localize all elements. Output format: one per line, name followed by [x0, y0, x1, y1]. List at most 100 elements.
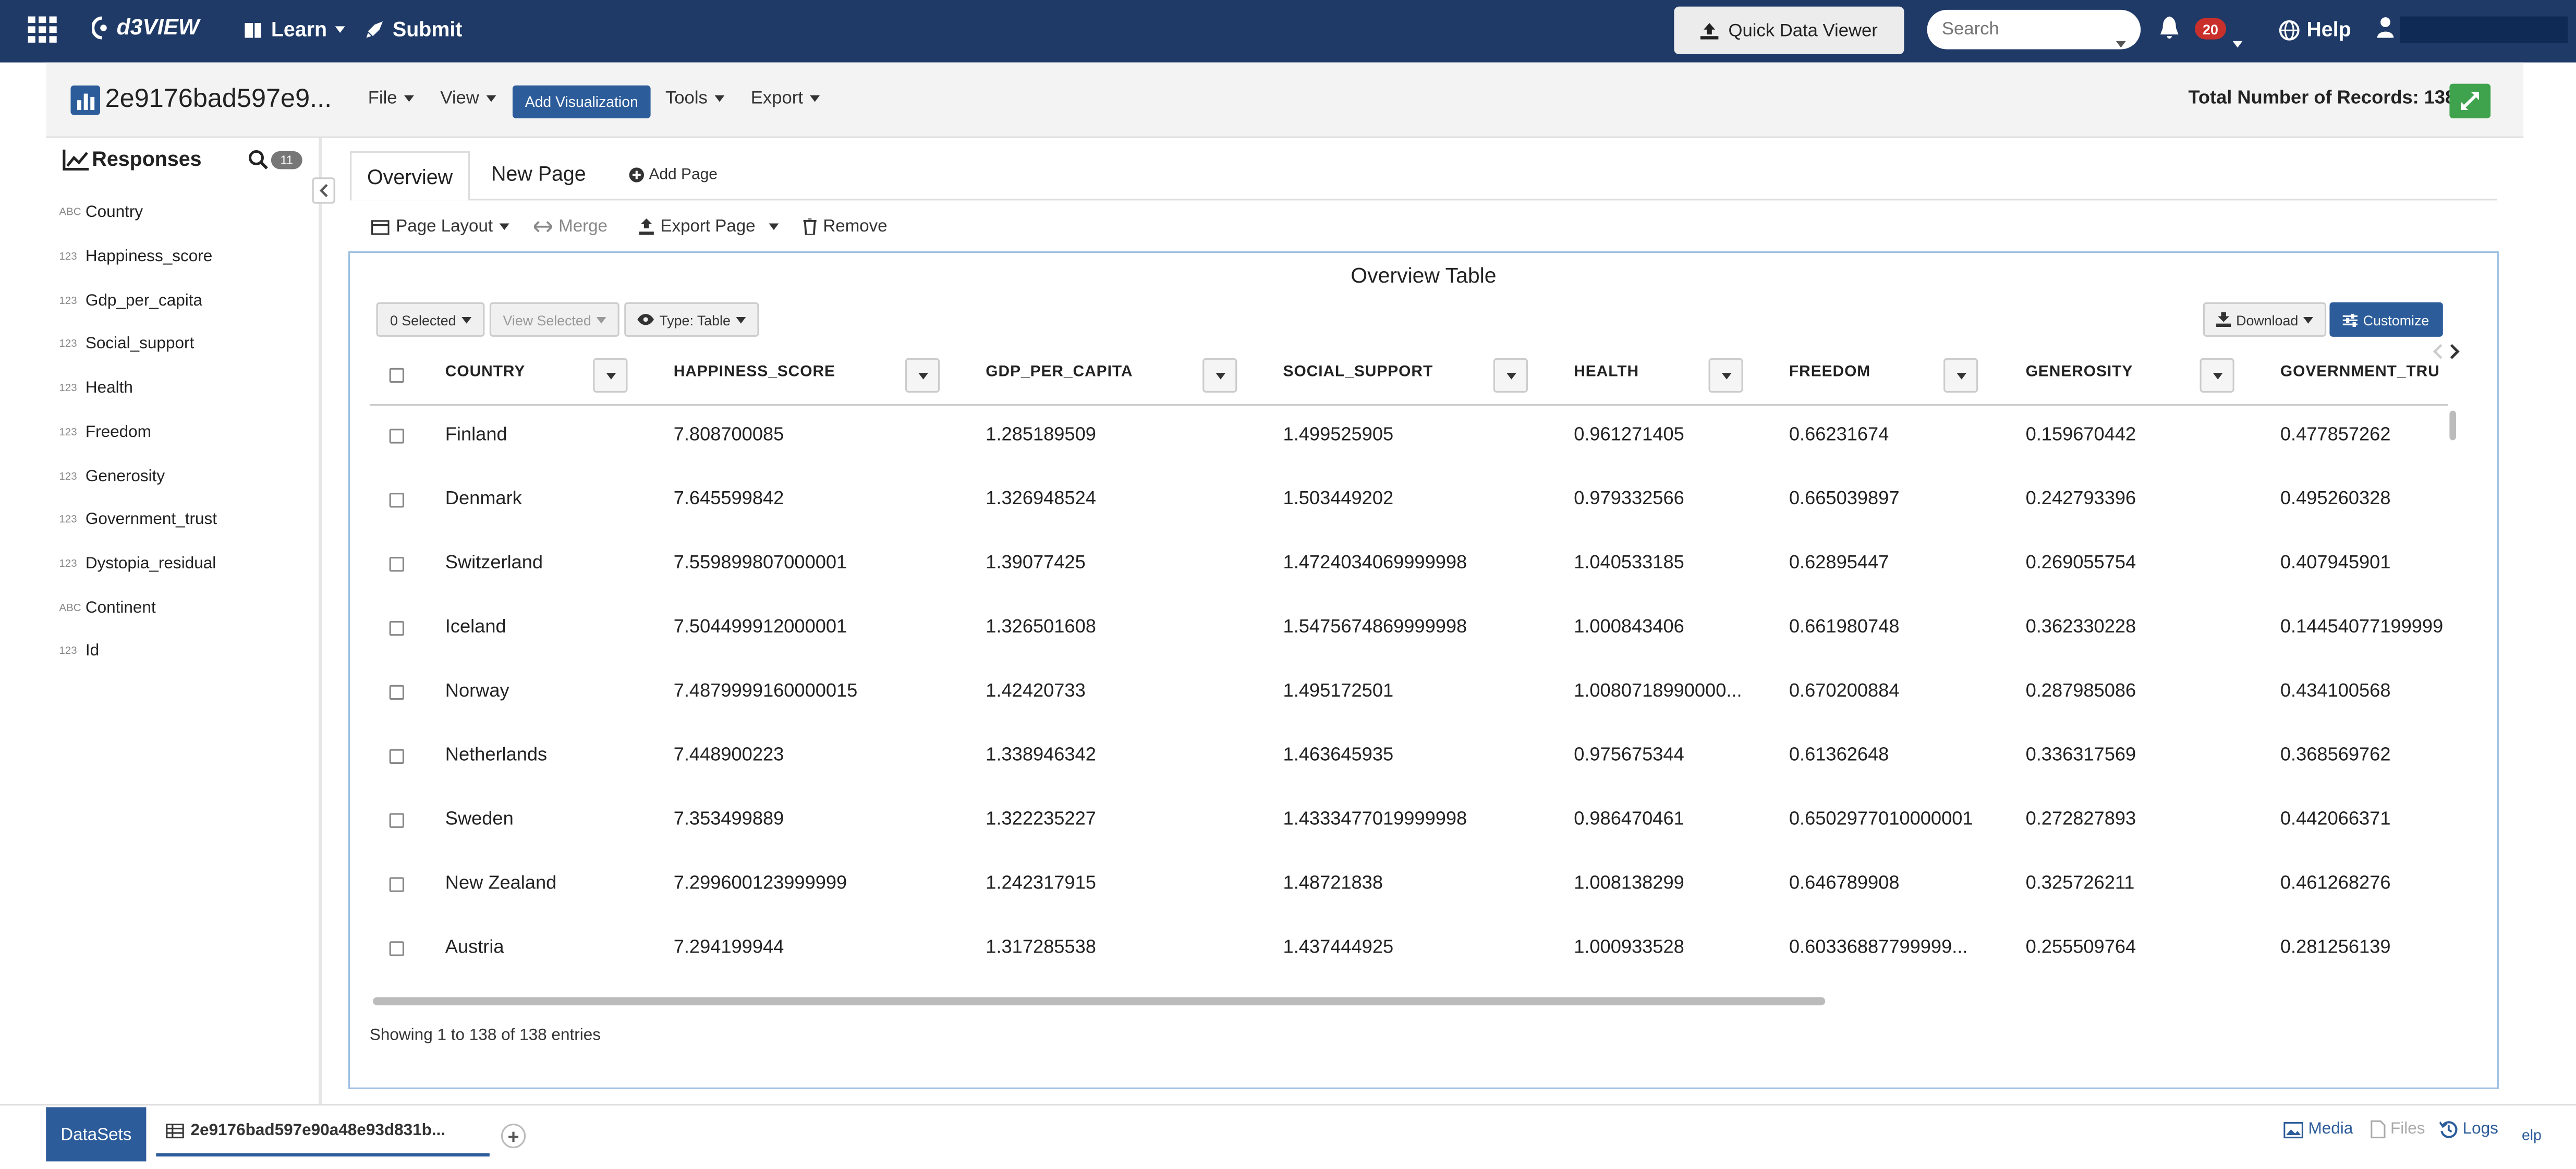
caret-down-icon	[1214, 372, 1225, 379]
sidebar-field[interactable]: ABC Continent	[59, 600, 155, 618]
tools-menu[interactable]: Tools	[665, 89, 724, 108]
apps-grid-icon[interactable]	[28, 16, 58, 43]
files-link[interactable]: Files	[2371, 1120, 2425, 1139]
column-header-government-trust[interactable]: GOVERNMENT_TRU	[2280, 363, 2440, 381]
expand-button[interactable]	[2449, 83, 2491, 118]
search-dropdown-icon[interactable]	[2116, 26, 2126, 56]
tab-new-page[interactable]: New Page	[491, 163, 586, 186]
row-checkbox[interactable]	[389, 557, 405, 572]
table-row[interactable]: Sweden 7.353499889 1.322235227 1.4333477…	[370, 792, 2448, 851]
table-row[interactable]: Norway 7.4879999160000015 1.42420733 1.4…	[370, 664, 2448, 723]
sidebar-field[interactable]: 123 Gdp_per_capita	[59, 293, 202, 311]
sidebar-field[interactable]: ABC Country	[59, 204, 143, 222]
sidebar-field[interactable]: 123 Id	[59, 642, 99, 661]
add-visualization-button[interactable]: Add Visualization	[512, 85, 651, 118]
table-row[interactable]: Switzerland 7.559899807000001 1.39077425…	[370, 535, 2448, 594]
column-header-health[interactable]: HEALTH	[1574, 363, 1639, 381]
vertical-scrollbar[interactable]	[2449, 410, 2457, 441]
sidebar-field[interactable]: 123 Dystopia_residual	[59, 555, 216, 574]
download-dropdown[interactable]: Download	[2203, 302, 2327, 337]
column-menu-button[interactable]	[1708, 358, 1743, 393]
column-menu-button[interactable]	[1202, 358, 1237, 393]
select-all-checkbox[interactable]	[389, 368, 405, 383]
add-page-button[interactable]: Add Page	[629, 166, 718, 184]
horizontal-scrollbar[interactable]	[373, 997, 1826, 1006]
sidebar-field[interactable]: 123 Freedom	[59, 424, 151, 442]
column-header-happiness-score[interactable]: HAPPINESS_SCORE	[673, 363, 835, 381]
brand-logo[interactable]: d3VIEW	[92, 15, 199, 40]
row-checkbox[interactable]	[389, 749, 405, 764]
column-header-gdp-per-capita[interactable]: GDP_PER_CAPITA	[986, 363, 1133, 381]
column-header-social-support[interactable]: SOCIAL_SUPPORT	[1283, 363, 1433, 381]
user-icon[interactable]	[2377, 17, 2394, 40]
type-label: Type: Table	[659, 311, 731, 328]
sidebar-field[interactable]: 123 Social_support	[59, 335, 194, 354]
sidebar-field[interactable]: 123 Generosity	[59, 468, 165, 486]
top-navbar	[0, 0, 2576, 63]
table-row[interactable]: Denmark 7.645599842 1.326948524 1.503449…	[370, 471, 2448, 530]
table-row[interactable]: Netherlands 7.448900223 1.338946342 1.46…	[370, 728, 2448, 787]
export-page-menu[interactable]: Export Page	[639, 217, 779, 237]
notification-badge[interactable]: 20	[2195, 18, 2226, 40]
column-menu-button[interactable]	[1943, 358, 1978, 393]
selected-dropdown[interactable]: 0 Selected	[376, 302, 485, 337]
media-link[interactable]: Media	[2283, 1121, 2353, 1138]
type-dropdown[interactable]: Type: Table	[624, 302, 759, 337]
search-icon[interactable]	[248, 150, 268, 169]
column-menu-button[interactable]	[905, 358, 940, 393]
column-header-generosity[interactable]: GENEROSITY	[2025, 363, 2133, 381]
row-checkbox[interactable]	[389, 493, 405, 508]
remove-button[interactable]: Remove	[803, 217, 888, 237]
tab-overview[interactable]: Overview	[350, 151, 470, 201]
view-menu[interactable]: View	[440, 89, 496, 108]
column-menu-button[interactable]	[593, 358, 628, 393]
datasets-button[interactable]: DataSets	[46, 1107, 147, 1162]
row-checkbox[interactable]	[389, 941, 405, 956]
row-checkbox[interactable]	[389, 685, 405, 700]
learn-menu[interactable]: Learn	[243, 18, 345, 41]
scroll-right-icon[interactable]	[2449, 343, 2461, 360]
file-menu[interactable]: File	[368, 89, 414, 108]
export-menu[interactable]: Export	[751, 89, 820, 108]
customize-button[interactable]: Customize	[2329, 302, 2443, 337]
dataset-tab[interactable]: 2e9176bad597e90a48e93d831b...	[156, 1107, 490, 1156]
quick-data-viewer-button[interactable]: Quick Data Viewer	[1674, 6, 1904, 54]
table-row[interactable]: Austria 7.294199944 1.317285538 1.437444…	[370, 920, 2448, 979]
row-checkbox[interactable]	[389, 877, 405, 892]
row-checkbox[interactable]	[389, 620, 405, 636]
column-header-freedom[interactable]: FREEDOM	[1789, 363, 1871, 381]
caret-down-icon	[335, 26, 345, 33]
help-partial-link[interactable]: elp	[2522, 1127, 2542, 1143]
history-icon	[2439, 1121, 2458, 1139]
scroll-left-icon[interactable]	[2432, 343, 2443, 360]
add-dataset-button[interactable]: +	[501, 1123, 526, 1149]
column-menu-button[interactable]	[1493, 358, 1528, 393]
notification-chevron-icon[interactable]	[2232, 26, 2243, 56]
cell-happiness-score: 7.299600123999999	[673, 874, 847, 894]
sidebar-field[interactable]: 123 Happiness_score	[59, 248, 212, 266]
merge-button[interactable]: Merge	[533, 217, 607, 237]
caret-down-icon	[460, 316, 471, 323]
table-row[interactable]: Finland 7.808700085 1.285189509 1.499525…	[370, 407, 2448, 466]
logs-link[interactable]: Logs	[2439, 1120, 2498, 1139]
sidebar-field[interactable]: 123 Health	[59, 380, 132, 398]
page-layout-menu[interactable]: Page Layout	[371, 217, 509, 237]
table-row[interactable]: Iceland 7.504499912000001 1.326501608 1.…	[370, 600, 2448, 659]
search-input[interactable]	[1927, 9, 2141, 50]
row-checkbox[interactable]	[389, 813, 405, 828]
sidebar-field[interactable]: 123 Government_trust	[59, 511, 217, 529]
bell-icon[interactable]	[2159, 16, 2180, 41]
logs-label: Logs	[2462, 1120, 2498, 1139]
view-selected-dropdown[interactable]: View Selected	[489, 302, 619, 337]
document-title[interactable]: 2e9176bad597e9...	[105, 85, 332, 114]
field-type-badge: 123	[59, 251, 77, 263]
cell-country: Switzerland	[445, 553, 543, 574]
user-name-field[interactable]	[2400, 16, 2568, 43]
table-row[interactable]: New Zealand 7.299600123999999 1.24231791…	[370, 856, 2448, 915]
row-checkbox[interactable]	[389, 429, 405, 444]
submit-link[interactable]: Submit	[364, 18, 462, 41]
column-header-country[interactable]: COUNTRY	[445, 363, 526, 381]
column-menu-button[interactable]	[2200, 358, 2234, 393]
collapse-sidebar-button[interactable]	[312, 177, 335, 204]
help-link[interactable]: Help	[2279, 18, 2351, 41]
